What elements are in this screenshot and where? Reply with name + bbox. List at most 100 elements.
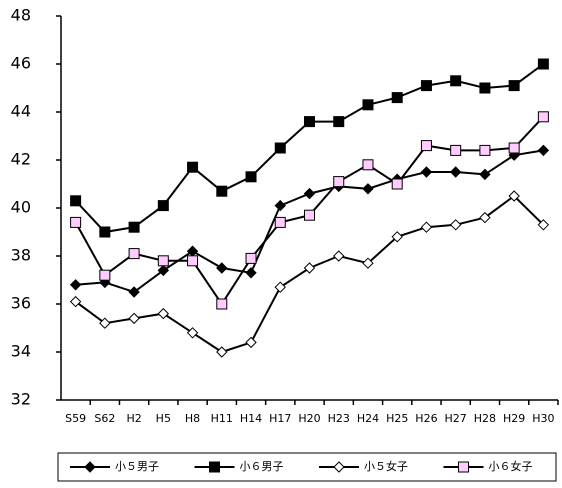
legend-label: 小６女子 [489, 459, 533, 473]
point [420, 80, 432, 92]
y-tick-label: 34 [11, 342, 31, 361]
point [449, 166, 462, 178]
point [508, 80, 520, 92]
point [157, 255, 169, 267]
point [508, 142, 520, 154]
point [420, 166, 433, 178]
point [99, 269, 111, 281]
legend-marker [458, 461, 469, 473]
x-tick-label: H11 [211, 412, 233, 425]
point [274, 142, 286, 154]
point [70, 216, 82, 228]
y-tick-label: 36 [11, 294, 31, 313]
point [537, 111, 549, 123]
x-tick-label: H26 [415, 412, 437, 425]
point [537, 58, 549, 70]
point [157, 307, 170, 320]
x-tick-label: H2 [126, 412, 141, 425]
point [99, 226, 111, 238]
point [69, 295, 82, 308]
x-tick-label: H17 [269, 412, 291, 425]
point [245, 267, 257, 279]
x-tick-label: H20 [298, 412, 320, 425]
y-tick-label: 46 [11, 54, 31, 73]
point [420, 140, 432, 152]
point [479, 144, 491, 156]
point [187, 161, 199, 173]
x-tick-label: H14 [240, 412, 262, 425]
legend-label: 小５男子 [115, 460, 159, 473]
point [303, 187, 316, 200]
point [362, 257, 374, 269]
legend-label: 小５女子 [364, 459, 408, 473]
point [128, 221, 140, 233]
y-tick-label: 40 [11, 198, 31, 217]
point [216, 262, 228, 274]
x-tick-label: H8 [185, 412, 200, 425]
point [274, 281, 286, 293]
x-tick-label: H24 [357, 412, 379, 425]
point [303, 262, 316, 274]
x-tick-label: H25 [386, 412, 408, 425]
point [216, 298, 228, 310]
point [479, 211, 491, 224]
point [128, 248, 140, 260]
point [362, 159, 374, 171]
point [245, 171, 257, 183]
point [537, 219, 550, 231]
x-tick-label: H5 [156, 412, 171, 425]
point [449, 219, 462, 231]
point [186, 327, 199, 339]
legend-label: 小６男子 [240, 460, 284, 473]
point [157, 200, 169, 212]
x-tick-label: S59 [65, 412, 86, 425]
y-tick-label: 32 [11, 390, 31, 409]
x-tick-label: H27 [445, 412, 467, 425]
x-tick-label: S62 [94, 412, 115, 425]
legend-marker [333, 461, 345, 473]
point [362, 183, 374, 195]
point [391, 92, 403, 104]
point [245, 252, 257, 264]
x-tick-label: H30 [532, 412, 554, 425]
point [333, 116, 345, 128]
point [333, 250, 345, 262]
point [216, 185, 228, 197]
point [450, 75, 462, 87]
legend-marker [209, 461, 220, 473]
point [479, 168, 491, 181]
x-tick-label: H23 [328, 412, 350, 425]
point [304, 209, 315, 221]
point [420, 221, 433, 233]
legend-marker [84, 461, 96, 473]
point [391, 231, 403, 243]
point [70, 195, 82, 207]
point [304, 116, 315, 128]
y-tick-label: 48 [11, 6, 31, 25]
point [69, 279, 82, 291]
point [186, 245, 199, 257]
point [333, 176, 345, 188]
point [245, 336, 257, 349]
series-line [74, 63, 544, 234]
y-tick-label: 38 [11, 246, 31, 265]
point [391, 178, 403, 190]
point [508, 190, 520, 202]
point [216, 346, 228, 358]
point [537, 144, 550, 157]
y-tick-label: 42 [11, 150, 31, 169]
point [274, 216, 286, 228]
point [274, 199, 286, 212]
point [187, 255, 199, 267]
point [128, 286, 140, 298]
x-tick-label: H29 [503, 412, 525, 425]
point [479, 82, 491, 94]
point [450, 144, 462, 156]
point [157, 264, 170, 277]
point [362, 99, 374, 111]
x-tick-label: H28 [474, 412, 496, 425]
point [99, 317, 111, 329]
point [128, 312, 140, 325]
y-tick-label: 44 [11, 102, 31, 121]
